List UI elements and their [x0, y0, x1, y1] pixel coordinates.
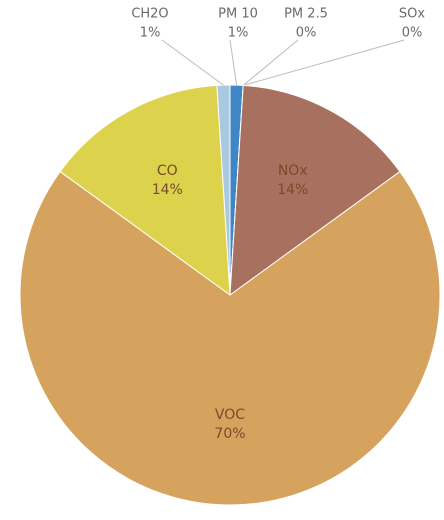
- slice-label: NOx: [278, 163, 308, 179]
- slice-value: 14%: [152, 182, 183, 198]
- leader-line: [229, 39, 238, 86]
- slice-value: 14%: [277, 182, 308, 198]
- slice-label: PM 10: [218, 7, 258, 22]
- slice-value: 0%: [402, 26, 423, 41]
- slice-label: CO: [157, 163, 178, 179]
- slice-value: 0%: [296, 26, 317, 41]
- slice-value: 1%: [228, 26, 249, 41]
- pie-slice: [59, 84, 231, 297]
- leader-line: [243, 39, 405, 86]
- pie-slice: [19, 170, 441, 506]
- slice-label: CH2O: [131, 7, 168, 22]
- slice-label: PM 2.5: [284, 7, 328, 22]
- slice-label: VOC: [215, 407, 245, 423]
- slice-value: 70%: [214, 426, 245, 442]
- leader-line: [242, 39, 299, 86]
- pie-slice: [229, 84, 401, 297]
- slice-value: 1%: [140, 26, 161, 41]
- slice-label: SOx: [399, 7, 425, 22]
- leader-line: [161, 39, 224, 86]
